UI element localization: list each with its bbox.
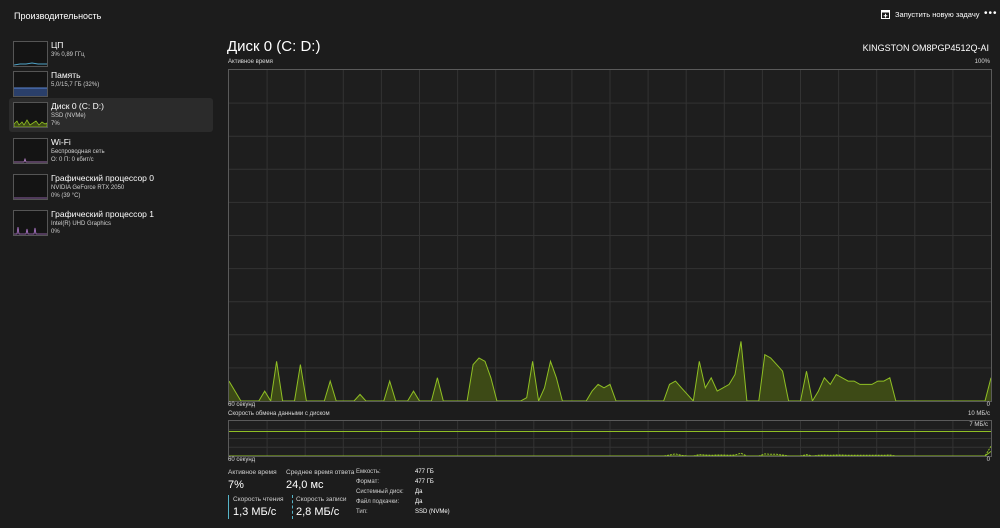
active-time-chart	[228, 69, 992, 403]
sidebar-item-title: ЦП	[51, 40, 64, 50]
read-speed-legend-bar	[228, 495, 229, 519]
write-speed-stat-label: Скорость записи	[296, 496, 347, 503]
format-label: Формат:	[356, 479, 379, 485]
sidebar-item-wifi[interactable]: Wi-Fi Беспроводная сеть О: 0 П: 0 кбит/с	[9, 134, 213, 168]
read-speed-stat-label: Скорость чтения	[233, 496, 284, 503]
gpu1-thumbnail-graph	[13, 210, 48, 236]
sidebar-item-gpu1[interactable]: Графический процессор 1 Intel(R) UHD Gra…	[9, 206, 213, 240]
sidebar-item-value: 7%	[51, 121, 60, 127]
sidebar-item-subtitle: Intel(R) UHD Graphics	[51, 221, 112, 227]
avg-response-stat-label: Среднее время ответа	[286, 469, 355, 476]
sidebar-item-value: О: 0 П: 0 кбит/с	[51, 157, 94, 163]
format-value: 477 ГБ	[415, 479, 434, 485]
disk-detail-panel: Диск 0 (C: D:) KINGSTON OM8PGP4512Q-AI А…	[218, 33, 1000, 528]
sidebar-item-title: Диск 0 (C: D:)	[51, 101, 104, 111]
run-new-task-label: Запустить новую задачу	[895, 10, 980, 19]
system-disk-value: Да	[415, 489, 423, 495]
transfer-chart-label: Скорость обмена данными с диском	[228, 411, 330, 417]
disk-thumbnail-graph	[13, 102, 48, 128]
sidebar-item-title: Wi-Fi	[51, 137, 71, 147]
type-label: Тип:	[356, 509, 368, 515]
system-disk-label: Системный диск:	[356, 489, 404, 495]
run-new-task-button[interactable]: Запустить новую задачу	[881, 10, 979, 19]
capacity-label: Емкость:	[356, 469, 381, 475]
active-time-chart-span: 60 секунд	[228, 402, 256, 408]
sidebar-item-disk[interactable]: Диск 0 (C: D:) SSD (NVMe) 7%	[9, 98, 213, 132]
wifi-thumbnail-graph	[13, 138, 48, 164]
gpu0-thumbnail-graph	[13, 174, 48, 200]
transfer-rate-chart: 7 МБ/с	[228, 420, 992, 457]
page-file-label: Файл подкачки:	[356, 499, 400, 505]
type-value: SSD (NVMe)	[415, 509, 450, 515]
active-time-chart-label: Активное время	[228, 59, 273, 65]
page-title: Производительность	[14, 11, 102, 21]
transfer-chart-min: 0	[986, 457, 990, 463]
transfer-chart-max: 10 МБ/с	[968, 411, 990, 417]
more-options-button[interactable]: •••	[984, 8, 998, 19]
sidebar-item-memory[interactable]: Память 5,0/15,7 ГБ (32%)	[9, 67, 213, 101]
sidebar-item-subtitle: NVIDIA GeForce RTX 2050	[51, 185, 125, 191]
disk-title: Диск 0 (C: D:)	[227, 38, 321, 55]
page-file-value: Да	[415, 499, 423, 505]
active-time-stat-value: 7%	[228, 479, 244, 491]
sidebar: ЦП 3% 0,89 ГГц Память 5,0/15,7 ГБ (32%) …	[7, 33, 217, 528]
capacity-value: 477 ГБ	[415, 469, 434, 475]
sidebar-item-subtitle: Беспроводная сеть	[51, 149, 105, 155]
active-time-chart-min: 0	[986, 402, 990, 408]
write-speed-stat-value: 2,8 МБ/с	[296, 506, 340, 518]
write-speed-legend-bar	[292, 495, 294, 519]
sidebar-item-title: Память	[51, 70, 81, 80]
read-speed-stat-value: 1,3 МБ/с	[233, 506, 277, 518]
sidebar-item-subtitle: 5,0/15,7 ГБ (32%)	[51, 82, 100, 88]
active-time-chart-max: 100%	[974, 59, 990, 65]
sidebar-item-cpu[interactable]: ЦП 3% 0,89 ГГц	[9, 37, 213, 71]
avg-response-stat-value: 24,0 мс	[286, 479, 324, 491]
active-time-series-line	[228, 341, 992, 403]
sidebar-item-value: 0% (39 °C)	[51, 193, 81, 199]
transfer-chart-reference-label: 7 МБ/с	[969, 422, 988, 428]
run-task-icon	[881, 10, 890, 19]
sidebar-item-subtitle: 3% 0,89 ГГц	[51, 52, 85, 58]
sidebar-item-title: Графический процессор 0	[51, 173, 155, 183]
sidebar-item-subtitle: SSD (NVMe)	[51, 113, 86, 119]
title-bar: Производительность Запустить новую задач…	[0, 0, 1000, 33]
disk-model: KINGSTON OM8PGP4512Q-AI	[862, 43, 989, 53]
active-time-stat-label: Активное время	[228, 469, 277, 476]
sidebar-item-gpu0[interactable]: Графический процессор 0 NVIDIA GeForce R…	[9, 170, 213, 204]
sidebar-item-title: Графический процессор 1	[51, 209, 155, 219]
cpu-thumbnail-graph	[13, 41, 48, 67]
sidebar-item-value: 0%	[51, 229, 60, 235]
transfer-chart-span: 60 секунд	[228, 457, 256, 463]
memory-thumbnail-graph	[13, 71, 48, 97]
